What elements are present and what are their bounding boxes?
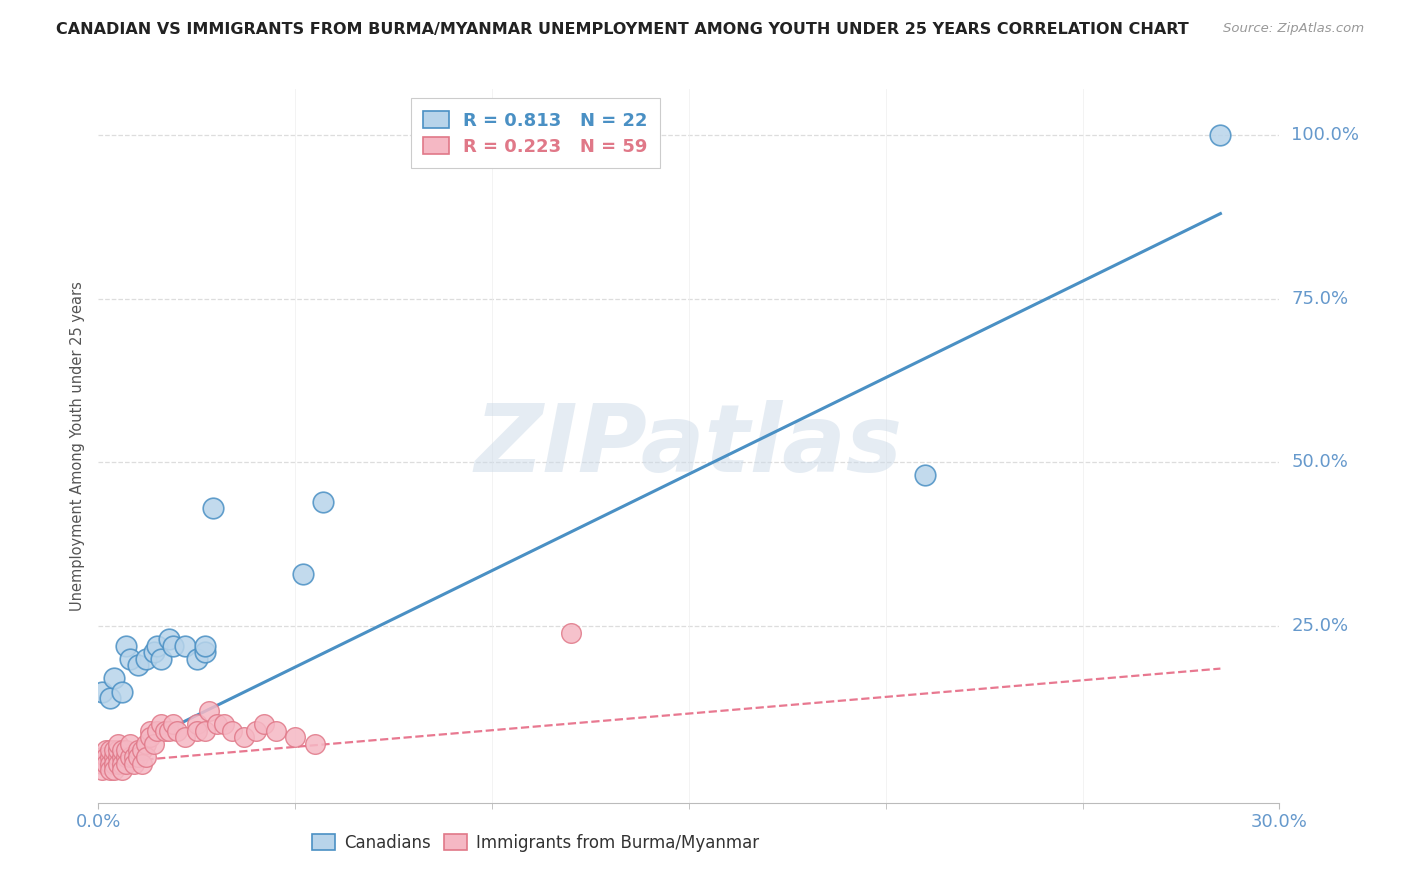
Point [103, 750, 125, 764]
Point [155, 723, 177, 738]
Point [264, 723, 287, 738]
Point [131, 756, 153, 771]
Text: CANADIAN VS IMMIGRANTS FROM BURMA/MYANMAR UNEMPLOYMENT AMONG YOUTH UNDER 25 YEAR: CANADIAN VS IMMIGRANTS FROM BURMA/MYANMA… [56, 22, 1189, 37]
Point [91, 684, 114, 698]
Point [194, 645, 217, 659]
Point [115, 756, 138, 771]
Point [138, 723, 160, 738]
Text: Source: ZipAtlas.com: Source: ZipAtlas.com [1223, 22, 1364, 36]
Point [115, 750, 138, 764]
Point [162, 639, 184, 653]
Point [107, 743, 129, 757]
Point [96, 750, 118, 764]
Point [157, 723, 180, 738]
Point [186, 717, 208, 731]
Text: 75.0%: 75.0% [1291, 290, 1348, 308]
Point [91, 763, 114, 777]
Point [115, 743, 138, 757]
Point [914, 468, 936, 483]
Text: 25.0%: 25.0% [1291, 617, 1348, 635]
Text: 50.0%: 50.0% [1291, 453, 1348, 471]
Point [292, 566, 315, 581]
Point [186, 723, 208, 738]
Point [214, 717, 236, 731]
Point [111, 756, 134, 771]
Point [142, 737, 165, 751]
Point [122, 756, 145, 771]
Point [194, 639, 217, 653]
Point [253, 717, 276, 731]
Point [118, 750, 141, 764]
Point [142, 645, 165, 659]
Point [150, 652, 173, 666]
Point [205, 717, 228, 731]
Point [138, 731, 160, 745]
Point [107, 750, 129, 764]
Point [146, 723, 169, 738]
Point [96, 743, 118, 757]
Point [174, 731, 197, 745]
Point [103, 743, 125, 757]
Point [103, 672, 125, 686]
Point [201, 501, 224, 516]
Point [98, 756, 121, 771]
Point [221, 723, 243, 738]
Point [111, 763, 134, 777]
Point [107, 756, 129, 771]
Text: 100.0%: 100.0% [1291, 126, 1360, 144]
Point [233, 731, 256, 745]
Point [304, 737, 326, 751]
Point [111, 743, 134, 757]
Point [107, 737, 129, 751]
Point [284, 731, 307, 745]
Point [150, 717, 173, 731]
Point [127, 743, 149, 757]
Point [157, 632, 180, 647]
Point [174, 639, 197, 653]
Point [162, 717, 184, 731]
Point [245, 723, 267, 738]
Point [131, 743, 153, 757]
Point [197, 704, 219, 718]
Point [312, 494, 335, 508]
Point [1209, 128, 1232, 142]
Point [103, 763, 125, 777]
Point [127, 750, 149, 764]
Point [98, 743, 121, 757]
Point [127, 658, 149, 673]
Point [91, 756, 114, 771]
Point [135, 737, 157, 751]
Text: ZIPatlas: ZIPatlas [475, 400, 903, 492]
Point [118, 652, 141, 666]
Point [98, 763, 121, 777]
Point [118, 737, 141, 751]
Point [96, 756, 118, 771]
Point [98, 750, 121, 764]
Point [111, 750, 134, 764]
Point [560, 625, 582, 640]
Point [111, 684, 134, 698]
Point [122, 750, 145, 764]
Legend: Canadians, Immigrants from Burma/Myanmar: Canadians, Immigrants from Burma/Myanmar [305, 828, 765, 859]
Point [103, 756, 125, 771]
Point [91, 750, 114, 764]
Point [186, 652, 208, 666]
Point [135, 750, 157, 764]
Point [146, 639, 169, 653]
Y-axis label: Unemployment Among Youth under 25 years: Unemployment Among Youth under 25 years [69, 281, 84, 611]
Point [135, 652, 157, 666]
Point [115, 639, 138, 653]
Point [166, 723, 188, 738]
Point [98, 691, 121, 706]
Point [194, 723, 217, 738]
